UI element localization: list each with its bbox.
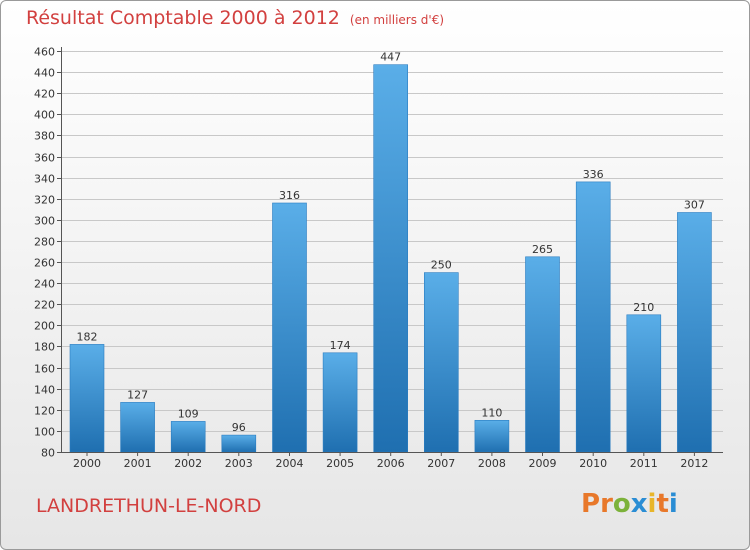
y-axis-ticks: 80 100 120 140 160 180 200 220 240 260 280 300 320 34… bbox=[34, 46, 61, 460]
x-tick-label: 2009 bbox=[529, 457, 557, 470]
x-axis-ticks: 2000 2001 2002 2003 2004 2005 2006 2007 2008 2009… bbox=[73, 452, 708, 470]
chart-unit-label: (en milliers d'€) bbox=[349, 13, 445, 27]
data-label: 182 bbox=[77, 330, 98, 343]
bar bbox=[272, 202, 307, 453]
y-tick-label: 140 bbox=[34, 384, 55, 397]
y-tick-label: 380 bbox=[34, 130, 55, 143]
data-label: 265 bbox=[532, 243, 553, 256]
y-tick-label: 360 bbox=[34, 152, 55, 165]
axes bbox=[61, 47, 723, 453]
y-tick-label: 120 bbox=[34, 405, 55, 418]
bar bbox=[575, 181, 611, 453]
data-label: 336 bbox=[583, 168, 604, 181]
data-label: 96 bbox=[232, 421, 246, 434]
y-tick-label: 420 bbox=[34, 88, 55, 101]
y-tick-label: 440 bbox=[34, 67, 55, 80]
bar bbox=[221, 434, 257, 453]
proxiti-logo[interactable]: Proxiti bbox=[581, 489, 678, 519]
data-label: 110 bbox=[481, 406, 502, 419]
bar bbox=[677, 212, 712, 453]
y-tick-label: 280 bbox=[34, 236, 55, 249]
logo-letter: x bbox=[630, 489, 648, 519]
y-tick-label: 400 bbox=[34, 109, 55, 122]
data-label: 250 bbox=[431, 259, 452, 272]
logo-letter: t bbox=[656, 489, 669, 519]
bar bbox=[525, 256, 560, 453]
bar bbox=[69, 344, 105, 453]
bar bbox=[423, 272, 459, 453]
x-tick-label: 2011 bbox=[630, 457, 658, 470]
x-tick-label: 2005 bbox=[326, 457, 354, 470]
bars: 182 127 109 96 316 174 447 250 110 265 336 210 307 bbox=[69, 51, 712, 453]
y-tick-label: 100 bbox=[34, 426, 55, 439]
y-tick-label: 200 bbox=[34, 320, 55, 333]
data-label: 307 bbox=[684, 199, 705, 212]
data-label: 210 bbox=[633, 301, 654, 314]
chart-title-text: Résultat Comptable 2000 à 2012 bbox=[26, 7, 340, 29]
data-label: 109 bbox=[178, 407, 199, 420]
x-tick-label: 2003 bbox=[225, 457, 253, 470]
y-tick-label: 160 bbox=[34, 363, 55, 376]
y-tick-label: 80 bbox=[41, 447, 55, 460]
x-tick-label: 2008 bbox=[478, 457, 506, 470]
logo-letter: o bbox=[612, 489, 631, 519]
y-tick-label: 300 bbox=[34, 215, 55, 228]
y-tick-label: 320 bbox=[34, 194, 55, 207]
x-tick-label: 2010 bbox=[579, 457, 607, 470]
x-tick-label: 2001 bbox=[124, 457, 152, 470]
bar bbox=[626, 314, 662, 453]
y-tick-label: 460 bbox=[34, 46, 55, 59]
data-label: 127 bbox=[127, 388, 148, 401]
bar bbox=[120, 402, 155, 453]
data-label: 174 bbox=[330, 339, 351, 352]
x-tick-label: 2012 bbox=[680, 457, 708, 470]
bar bbox=[474, 419, 510, 453]
bar bbox=[322, 352, 358, 453]
x-tick-label: 2002 bbox=[174, 457, 202, 470]
y-tick-label: 260 bbox=[34, 257, 55, 270]
logo-letter: i bbox=[668, 489, 678, 519]
y-tick-label: 220 bbox=[34, 299, 55, 312]
data-label: 447 bbox=[380, 51, 401, 64]
bar bbox=[373, 64, 409, 453]
x-tick-label: 2006 bbox=[377, 457, 405, 470]
bar bbox=[170, 421, 206, 453]
logo-letter: r bbox=[600, 489, 613, 519]
data-label: 316 bbox=[279, 189, 300, 202]
x-tick-label: 2004 bbox=[276, 457, 304, 470]
x-tick-label: 2007 bbox=[427, 457, 455, 470]
logo-letter: i bbox=[647, 489, 657, 519]
x-tick-label: 2000 bbox=[73, 457, 101, 470]
y-tick-label: 240 bbox=[34, 278, 55, 291]
chart-title: Résultat Comptable 2000 à 2012 (en millie… bbox=[26, 7, 444, 29]
y-tick-label: 340 bbox=[34, 173, 55, 186]
town-name: LANDRETHUN-LE-NORD bbox=[36, 495, 262, 517]
y-tick-label: 180 bbox=[34, 341, 55, 354]
logo-letter: P bbox=[581, 489, 601, 519]
